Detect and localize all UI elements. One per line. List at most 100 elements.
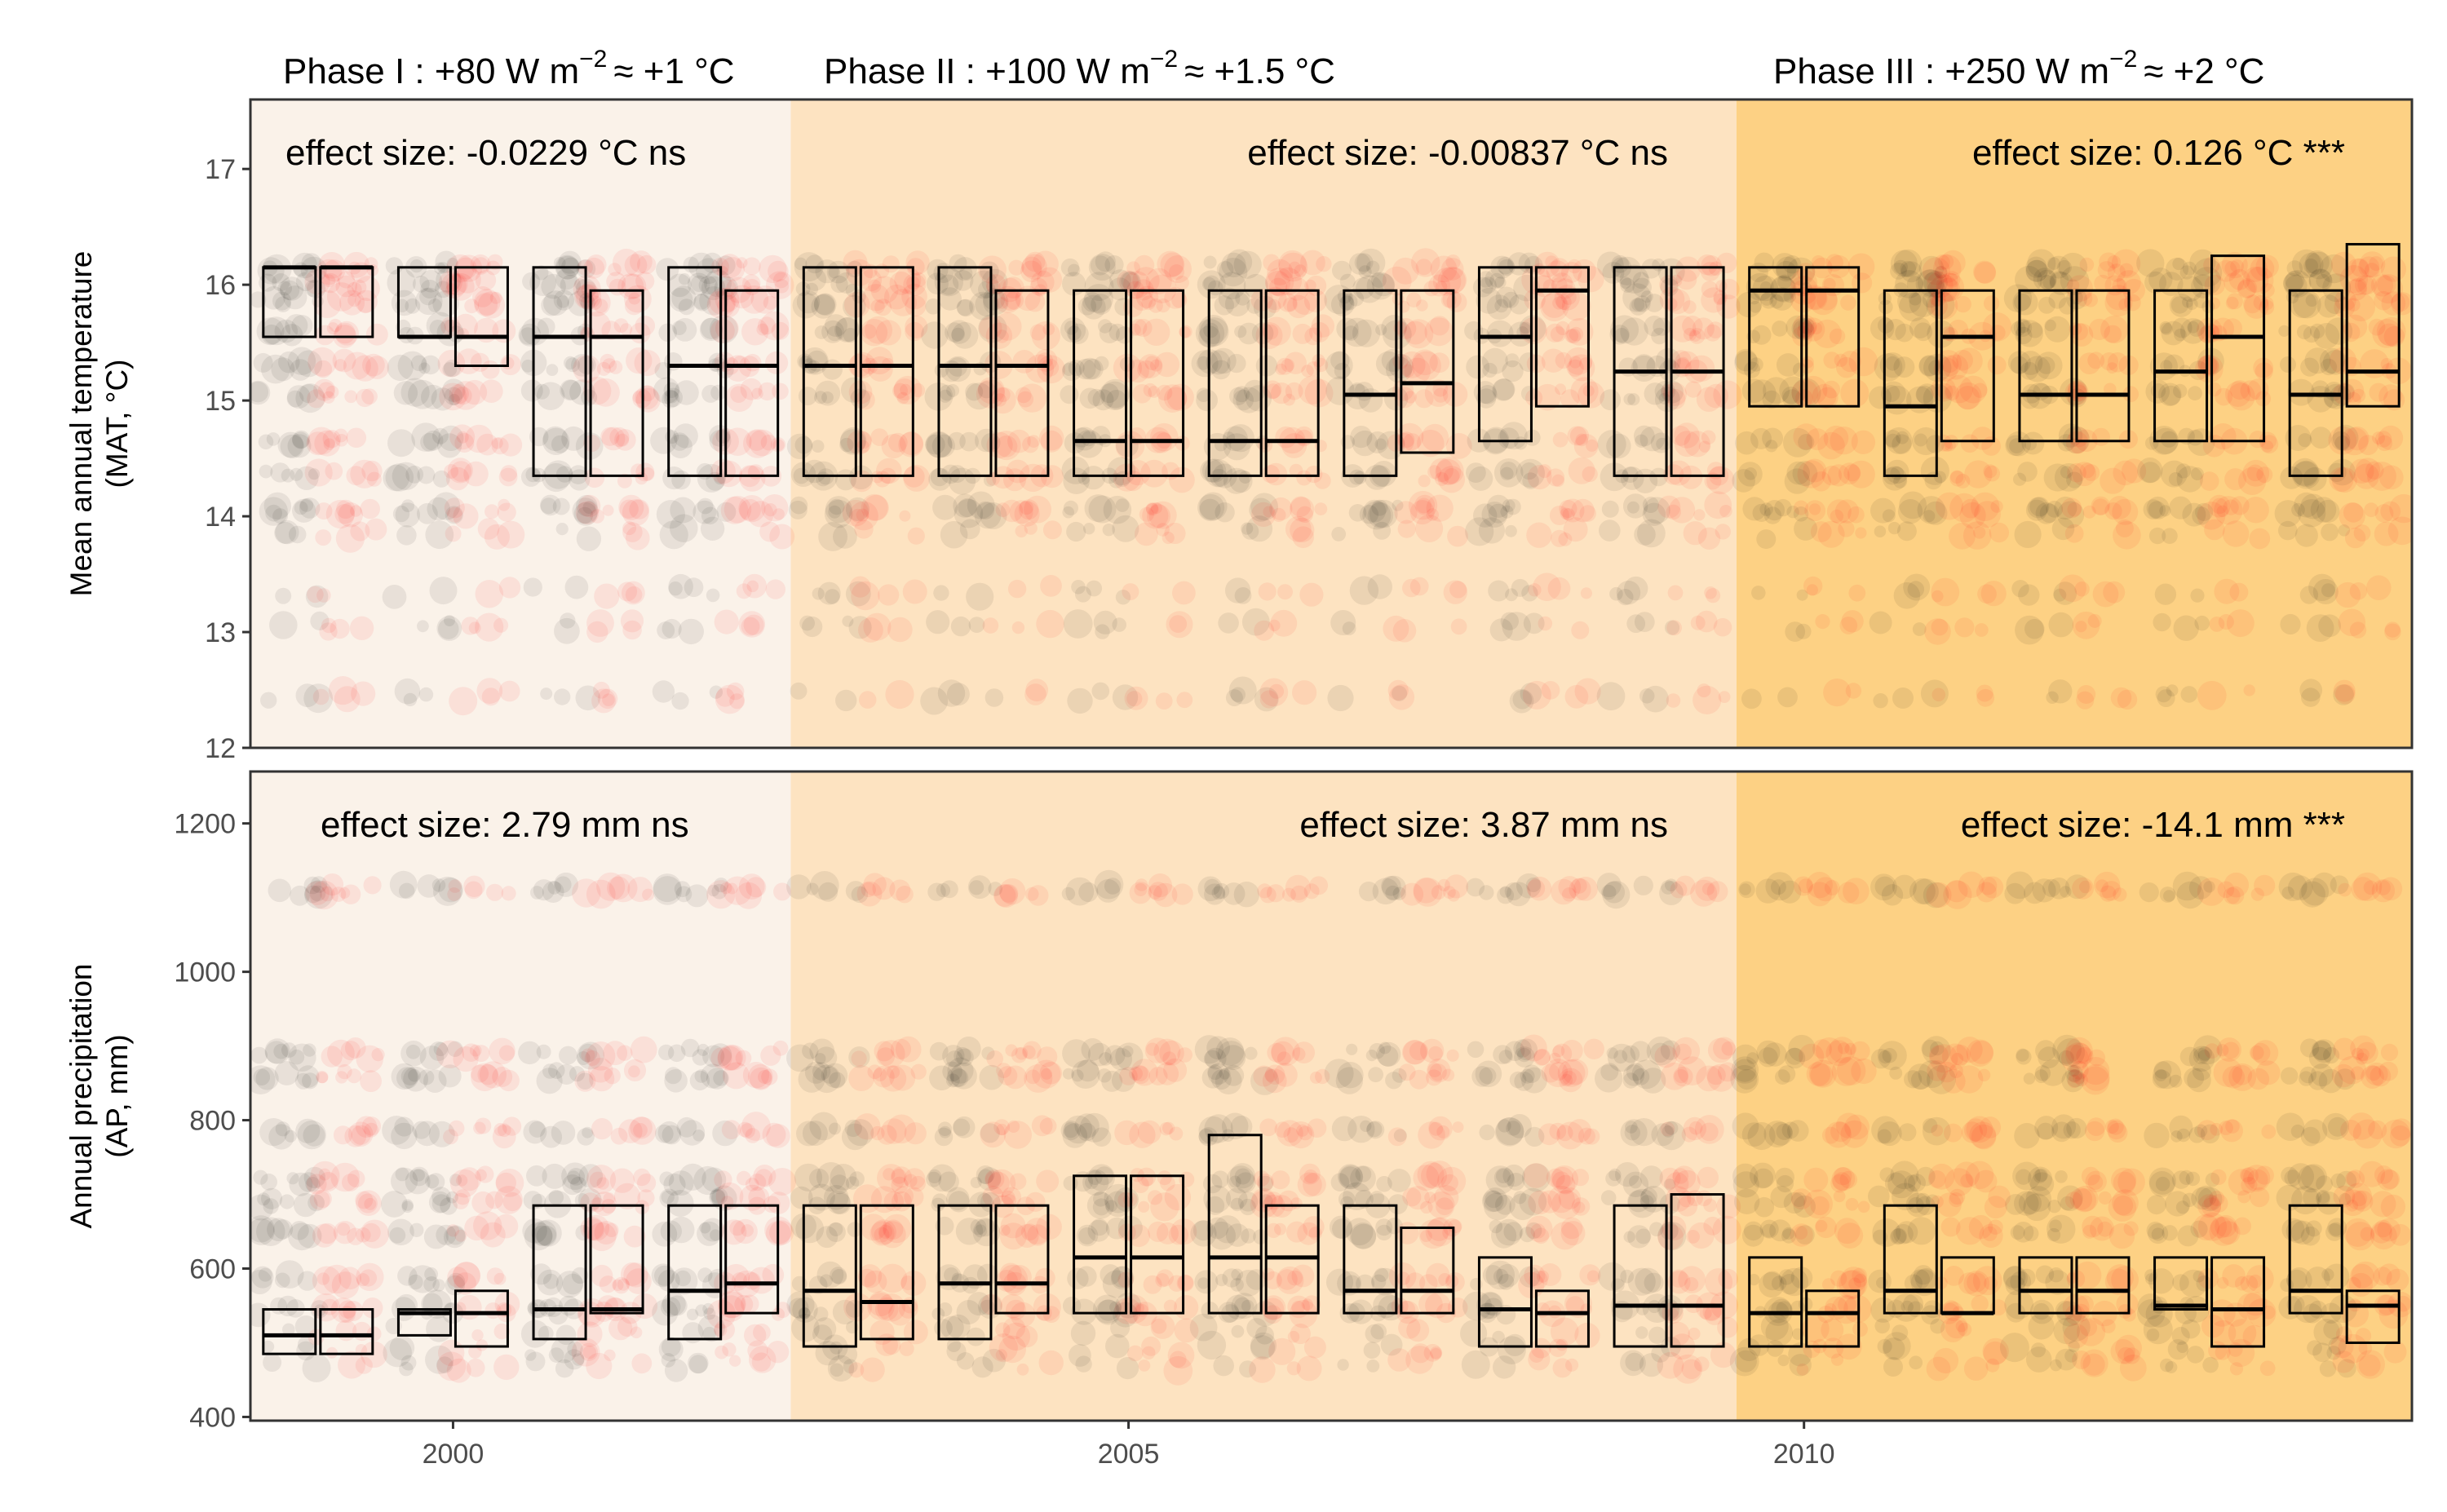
point-warmed — [573, 275, 601, 303]
point-control — [2049, 272, 2073, 295]
point-control — [1090, 255, 1111, 276]
point-control — [1370, 461, 1397, 487]
point-warmed — [589, 1066, 615, 1092]
point-warmed — [1794, 1226, 1808, 1240]
point-control — [1088, 495, 1117, 524]
point-warmed — [706, 880, 736, 909]
effect-size-label: effect size: 2.79 mm ns — [321, 805, 689, 845]
point-warmed — [2351, 877, 2375, 901]
point-warmed — [602, 358, 617, 374]
point-warmed — [2076, 691, 2095, 710]
point-control — [825, 314, 847, 337]
point-warmed — [1698, 440, 1711, 453]
point-control — [1109, 1047, 1133, 1071]
point-warmed — [1654, 1045, 1678, 1068]
point-warmed — [2224, 272, 2245, 293]
point-control — [1466, 878, 1485, 897]
point-control — [1086, 1191, 1114, 1219]
point-warmed — [1179, 326, 1191, 338]
point-warmed — [582, 1218, 605, 1240]
point-warmed — [1257, 883, 1272, 899]
point-control — [1100, 378, 1131, 409]
point-control — [842, 615, 854, 627]
point-warmed — [876, 458, 902, 484]
point-warmed — [1538, 1190, 1561, 1214]
point-control — [680, 1038, 700, 1058]
point-warmed — [851, 508, 865, 523]
point-control — [1354, 1189, 1374, 1209]
point-warmed — [2343, 502, 2364, 523]
point-warmed — [1839, 617, 1858, 634]
point-warmed — [1150, 359, 1162, 372]
point-control — [250, 1065, 276, 1094]
point-control — [1094, 869, 1124, 900]
point-warmed — [449, 687, 478, 716]
point-warmed — [1956, 347, 1983, 374]
point-warmed — [1549, 1062, 1568, 1081]
point-warmed — [1146, 502, 1159, 516]
point-warmed — [1429, 1063, 1447, 1081]
point-warmed — [2241, 255, 2268, 282]
point-warmed — [625, 586, 643, 603]
point-warmed — [2094, 274, 2112, 293]
point-warmed — [318, 1168, 331, 1181]
point-control — [814, 391, 827, 405]
point-control — [1079, 1112, 1109, 1143]
point-control — [1918, 255, 1945, 281]
point-control — [701, 276, 726, 301]
point-warmed — [1430, 255, 1458, 283]
point-warmed — [1150, 422, 1179, 452]
point-control — [710, 1229, 722, 1241]
point-warmed — [1448, 1219, 1462, 1234]
point-control — [955, 1218, 984, 1245]
point-warmed — [863, 873, 887, 896]
point-control — [1651, 1344, 1670, 1363]
point-control — [659, 520, 688, 550]
point-control — [1743, 361, 1760, 378]
point-control — [1793, 319, 1815, 341]
point-control — [975, 292, 999, 317]
point-warmed — [360, 1219, 390, 1249]
point-warmed — [2069, 323, 2094, 347]
point-warmed — [626, 526, 650, 550]
point-control — [1241, 608, 1270, 636]
point-warmed — [1163, 1058, 1188, 1082]
point-control — [290, 467, 303, 481]
point-warmed — [738, 873, 765, 900]
point-control — [1620, 466, 1644, 490]
point-control — [1519, 321, 1532, 334]
point-warmed — [1169, 1351, 1187, 1368]
point-warmed — [2115, 519, 2134, 537]
point-warmed — [350, 459, 379, 489]
point-control — [1103, 495, 1132, 524]
point-control — [2303, 466, 2327, 491]
point-warmed — [1398, 1063, 1416, 1081]
point-warmed — [1555, 1174, 1576, 1195]
point-control — [2289, 290, 2317, 319]
point-warmed — [1838, 462, 1861, 485]
point-warmed — [1278, 252, 1308, 282]
point-control — [974, 502, 1002, 529]
point-control — [1376, 1041, 1401, 1067]
point-control — [1494, 298, 1509, 313]
point-warmed — [1555, 321, 1570, 335]
point-control — [802, 616, 823, 638]
point-control — [1251, 322, 1274, 344]
point-control — [826, 325, 843, 342]
point-control — [1483, 1187, 1507, 1212]
point-control — [1470, 1278, 1483, 1291]
point-warmed — [1571, 498, 1595, 523]
point-warmed — [1922, 257, 1950, 285]
point-warmed — [725, 383, 754, 412]
point-control — [1732, 1059, 1757, 1082]
point-control — [574, 278, 586, 291]
point-warmed — [1022, 436, 1039, 453]
point-warmed — [449, 1169, 479, 1198]
point-warmed — [1573, 877, 1598, 901]
point-control — [299, 384, 319, 404]
point-control — [540, 687, 553, 701]
point-control — [940, 520, 968, 549]
point-warmed — [986, 1050, 1003, 1068]
point-warmed — [2340, 427, 2369, 456]
point-warmed — [575, 501, 600, 525]
